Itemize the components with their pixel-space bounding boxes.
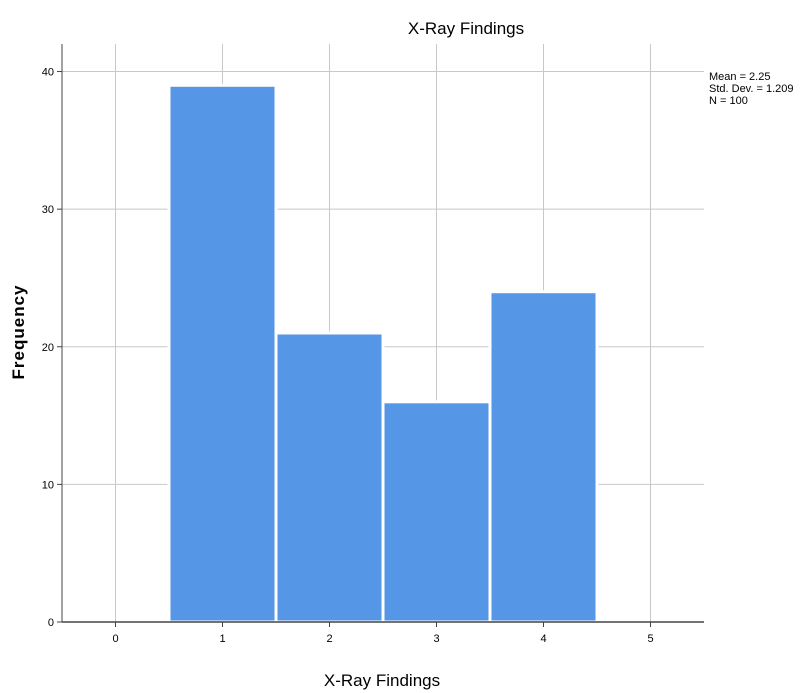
bar-1 [167, 83, 278, 624]
x-tick-label-3: 3 [433, 633, 439, 645]
bar-4 [488, 290, 599, 624]
bar-3 [381, 400, 492, 624]
chart-title: X-Ray Findings [408, 19, 524, 38]
ticks-layer: 0 1 2 3 4 5 0 10 20 30 40 [42, 67, 654, 645]
stats-line-0: Mean = 2.25 [709, 71, 770, 83]
y-tick-label-20: 20 [42, 342, 54, 354]
y-axis-label: Frequency [9, 285, 28, 380]
x-tick-label-1: 1 [219, 633, 225, 645]
bars-layer [167, 83, 599, 624]
x-axis-label: X-Ray Findings [324, 671, 440, 690]
y-tick-label-0: 0 [48, 617, 54, 629]
x-tick-label-0: 0 [112, 633, 118, 645]
stats-line-1: Std. Dev. = 1.209 [709, 83, 794, 95]
bar-2 [274, 331, 385, 624]
x-tick-label-5: 5 [647, 633, 653, 645]
x-tick-label-2: 2 [326, 633, 332, 645]
y-tick-label-10: 10 [42, 479, 54, 491]
stats-line-2: N = 100 [709, 95, 748, 107]
y-tick-label-30: 30 [42, 204, 54, 216]
axes-layer [61, 44, 704, 623]
y-tick-label-40: 40 [42, 67, 54, 79]
x-tick-label-4: 4 [540, 633, 546, 645]
